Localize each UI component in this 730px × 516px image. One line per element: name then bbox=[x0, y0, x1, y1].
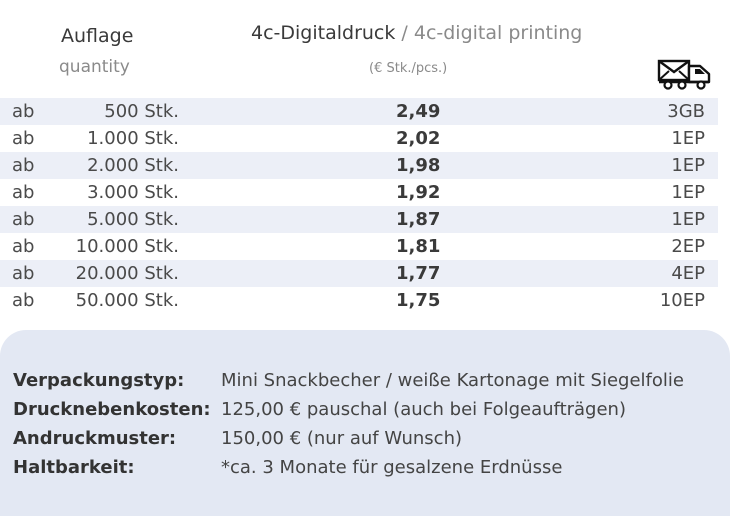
quantity-prefix: ab bbox=[12, 209, 35, 230]
quantity-heading-en: quantity bbox=[59, 57, 130, 77]
info-value: Mini Snackbecher / weiße Kartonage mit S… bbox=[221, 370, 684, 391]
price-unit: (€ Stk./pcs.) bbox=[369, 61, 448, 76]
quantity-prefix: ab bbox=[12, 155, 35, 176]
info-label: Verpackungstyp: bbox=[13, 370, 185, 391]
printing-heading-de: 4c-Digitaldruck bbox=[251, 22, 396, 44]
shipping-units: 4EP bbox=[671, 263, 705, 284]
quantity-prefix: ab bbox=[12, 182, 35, 203]
table-row: ab 20.000 Stk. 1,77 4EP bbox=[0, 260, 718, 287]
shipping-units: 3GB bbox=[667, 101, 705, 122]
printing-heading-separator: / bbox=[395, 22, 414, 44]
quantity-prefix: ab bbox=[12, 290, 35, 311]
table-row: ab 10.000 Stk. 1,81 2EP bbox=[0, 233, 718, 260]
table-header: Auflage quantity 4c-Digitaldruck / 4c-di… bbox=[0, 0, 730, 98]
unit-price: 1,77 bbox=[396, 263, 441, 284]
table-row: ab 500 Stk. 2,49 3GB bbox=[0, 98, 718, 125]
unit-price: 1,87 bbox=[396, 209, 441, 230]
shipping-units: 2EP bbox=[671, 236, 705, 257]
quantity-value: 1.000 Stk. bbox=[87, 128, 179, 149]
unit-price: 2,49 bbox=[396, 101, 441, 122]
quantity-value: 5.000 Stk. bbox=[87, 209, 179, 230]
unit-price: 2,02 bbox=[396, 128, 441, 149]
quantity-heading-de: Auflage bbox=[61, 25, 134, 47]
quantity-prefix: ab bbox=[12, 236, 35, 257]
unit-price: 1,81 bbox=[396, 236, 441, 257]
quantity-value: 500 Stk. bbox=[104, 101, 179, 122]
quantity-value: 20.000 Stk. bbox=[75, 263, 179, 284]
unit-price: 1,75 bbox=[396, 290, 441, 311]
unit-price: 1,98 bbox=[396, 155, 441, 176]
info-label: Drucknebenkosten: bbox=[13, 399, 211, 420]
table-row: ab 5.000 Stk. 1,87 1EP bbox=[0, 206, 718, 233]
envelope-truck-icon bbox=[657, 59, 711, 90]
unit-price: 1,92 bbox=[396, 182, 441, 203]
printing-heading: 4c-Digitaldruck / 4c-digital printing bbox=[251, 22, 582, 44]
quantity-prefix: ab bbox=[12, 101, 35, 122]
shipping-units: 1EP bbox=[671, 209, 705, 230]
info-value: *ca. 3 Monate für gesalzene Erdnüsse bbox=[221, 457, 563, 478]
price-table: ab 500 Stk. 2,49 3GB ab 1.000 Stk. 2,02 … bbox=[0, 98, 718, 314]
quantity-prefix: ab bbox=[12, 128, 35, 149]
table-row: ab 2.000 Stk. 1,98 1EP bbox=[0, 152, 718, 179]
quantity-value: 3.000 Stk. bbox=[87, 182, 179, 203]
quantity-value: 50.000 Stk. bbox=[75, 290, 179, 311]
table-row: ab 1.000 Stk. 2,02 1EP bbox=[0, 125, 718, 152]
info-value: 150,00 € (nur auf Wunsch) bbox=[221, 428, 463, 449]
quantity-prefix: ab bbox=[12, 263, 35, 284]
quantity-value: 10.000 Stk. bbox=[75, 236, 179, 257]
printing-heading-en: 4c-digital printing bbox=[413, 22, 583, 44]
shipping-units: 1EP bbox=[671, 182, 705, 203]
info-label: Haltbarkeit: bbox=[13, 457, 135, 478]
info-label: Andruckmuster: bbox=[13, 428, 177, 449]
shipping-units: 10EP bbox=[659, 290, 705, 311]
shipping-units: 1EP bbox=[671, 155, 705, 176]
table-row: ab 50.000 Stk. 1,75 10EP bbox=[0, 287, 718, 314]
info-value: 125,00 € pauschal (auch bei Folgeaufträg… bbox=[221, 399, 626, 420]
table-row: ab 3.000 Stk. 1,92 1EP bbox=[0, 179, 718, 206]
shipping-units: 1EP bbox=[671, 128, 705, 149]
quantity-value: 2.000 Stk. bbox=[87, 155, 179, 176]
product-info-panel: Verpackungstyp: Mini Snackbecher / weiße… bbox=[0, 330, 730, 516]
